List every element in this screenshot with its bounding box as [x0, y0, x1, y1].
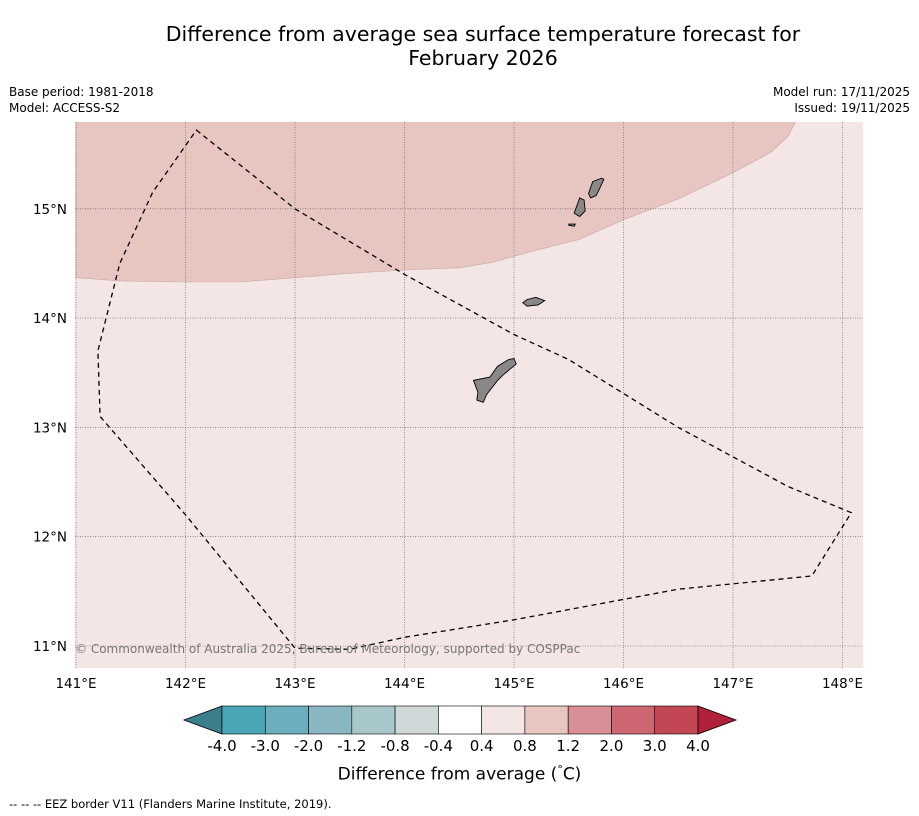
colorbar-tick-label: -4.0	[207, 737, 236, 755]
colorbar-segment	[567, 705, 612, 735]
model-info: Base period: 1981-2018 Model: ACCESS-S2	[9, 84, 154, 116]
latitude-labels: 11°N 12°N 13°N 14°N 15°N	[33, 202, 67, 655]
colorbar	[182, 705, 738, 735]
map-panel: © Commonwealth of Australia 2025, Bureau…	[75, 122, 863, 668]
title-line-2: February 2026	[408, 46, 558, 70]
lon-label: 144°E	[384, 676, 425, 692]
longitude-labels: 141°E 142°E 143°E 144°E 145°E 146°E 147°E 148°E	[55, 676, 863, 692]
colorbar-segment	[394, 705, 439, 735]
eez-legend-footnote: -- -- -- EEZ border V11 (Flanders Marine…	[9, 797, 332, 811]
title-line-1: Difference from average sea surface temp…	[165, 22, 801, 46]
gridlines	[75, 122, 863, 668]
colorbar-segment	[308, 705, 353, 735]
lon-label: 146°E	[603, 676, 644, 692]
base-period: Base period: 1981-2018	[9, 85, 154, 99]
colorbar-extend-low	[182, 705, 223, 735]
colorbar-tick-label: 2.0	[600, 737, 624, 755]
model-run: Model run: 17/11/2025	[772, 85, 910, 99]
issued-date: Issued: 19/11/2025	[794, 101, 910, 115]
lon-label: 145°E	[493, 676, 534, 692]
island-tinian	[573, 197, 586, 218]
lon-label: 148°E	[822, 676, 863, 692]
island-guam	[472, 357, 517, 403]
colorbar-segment	[438, 705, 482, 735]
colorbar-tick-label: -0.8	[380, 737, 409, 755]
colorbar-segment	[351, 705, 396, 735]
lat-label: 11°N	[33, 639, 67, 655]
colorbar-extend-high	[697, 705, 738, 735]
island-rota	[522, 296, 546, 307]
lon-label: 141°E	[55, 676, 96, 692]
colorbar-tick-label: 1.2	[556, 737, 580, 755]
lat-label: 13°N	[33, 420, 67, 436]
colorbar-segment	[654, 705, 699, 735]
colorbar-title-prefix: Difference from average (	[337, 764, 558, 785]
colorbar-segment	[524, 705, 569, 735]
island-aguijan	[568, 223, 577, 227]
colorbar-labels: -4.0 -3.0 -2.0 -1.2 -0.8 -0.4 0.4 0.8 1.2 2.0 3.0 4…	[207, 737, 710, 755]
island-saipan	[588, 177, 605, 199]
colorbar-tick-label: 3.0	[643, 737, 667, 755]
lat-label: 12°N	[33, 530, 67, 546]
colorbar-tick-label: 0.8	[513, 737, 537, 755]
eez-border	[97, 129, 853, 650]
colorbar-tick-label: -0.4	[424, 737, 453, 755]
model-name: Model: ACCESS-S2	[9, 101, 121, 115]
run-info: Model run: 17/11/2025 Issued: 19/11/2025	[773, 84, 910, 116]
copyright-text: © Commonwealth of Australia 2025, Bureau…	[75, 642, 580, 656]
lat-label: 15°N	[33, 202, 67, 218]
colorbar-tick-label: -3.0	[251, 737, 280, 755]
colorbar-segment	[611, 705, 656, 735]
colorbar-segment	[481, 705, 526, 735]
colorbar-tick-label: -2.0	[294, 737, 323, 755]
colorbar-title-suffix: C)	[562, 764, 582, 785]
colorbar-tick-label: 4.0	[686, 737, 710, 755]
colorbar-segment	[221, 705, 266, 735]
lat-label: 14°N	[33, 311, 67, 327]
islands	[472, 177, 605, 403]
colorbar-tick-label: 0.4	[470, 737, 494, 755]
lon-label: 143°E	[274, 676, 315, 692]
lon-label: 147°E	[712, 676, 753, 692]
colorbar-title: Difference from average (°C)	[0, 763, 919, 785]
map-title: Difference from average sea surface temp…	[0, 22, 919, 70]
lon-label: 142°E	[165, 676, 206, 692]
anomaly-zone-0.8-1.2	[75, 122, 796, 283]
colorbar-tick-label: -1.2	[337, 737, 366, 755]
colorbar-title-degree: °	[557, 763, 563, 776]
colorbar-segment	[264, 705, 309, 735]
